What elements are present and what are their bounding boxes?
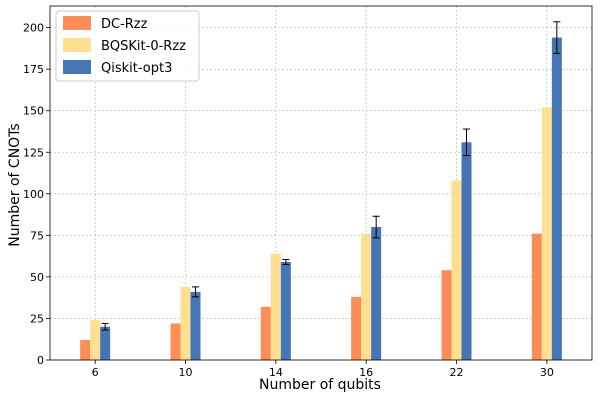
x-tick-label: 14 — [269, 366, 283, 379]
bar-qiskit-opt3 — [461, 142, 472, 360]
y-tick-label: 150 — [23, 105, 44, 118]
error-bar-group — [101, 21, 561, 331]
x-axis-ticks: 6 10 14 16 22 30 — [92, 360, 554, 379]
y-tick-label: 75 — [30, 229, 44, 242]
x-tick-label: 22 — [450, 366, 464, 379]
bar-dc-rzz — [170, 323, 181, 360]
y-tick-label: 175 — [23, 63, 44, 76]
bar-bqskit-0-rzz — [180, 286, 191, 360]
bar-qiskit-opt3 — [190, 291, 201, 360]
y-tick-label: 25 — [30, 312, 44, 325]
bar-bqskit-0-rzz — [270, 253, 281, 360]
bar-bqskit-0-rzz — [361, 233, 372, 360]
bar-dc-rzz — [260, 306, 271, 360]
legend-swatch — [63, 16, 91, 30]
y-tick-label: 200 — [23, 22, 44, 35]
y-tick-label: 0 — [37, 354, 44, 367]
bar-dc-rzz — [80, 340, 91, 360]
legend-box — [55, 10, 200, 82]
y-axis-title: Number of CNOTs — [7, 123, 23, 246]
y-tick-label: 100 — [23, 188, 44, 201]
legend: DC-Rzz BQSKit-0-Rzz Qiskit-opt3 — [55, 10, 200, 82]
bar-series-group — [80, 37, 562, 361]
x-tick-label: 6 — [92, 366, 99, 379]
y-tick-label: 50 — [30, 271, 44, 284]
bar-qiskit-opt3 — [371, 227, 382, 360]
legend-swatch — [63, 60, 91, 74]
bar-bqskit-0-rzz — [451, 180, 462, 360]
x-axis-title: Number of qubits — [259, 377, 381, 393]
x-tick-label: 16 — [359, 366, 373, 379]
legend-swatch — [63, 38, 91, 52]
legend-label: BQSKit-0-Rzz — [101, 39, 186, 54]
legend-label: DC-Rzz — [101, 17, 148, 32]
bar-dc-rzz — [351, 296, 362, 360]
bar-bqskit-0-rzz — [90, 320, 101, 360]
plot-frame — [49, 5, 593, 361]
legend-label: Qiskit-opt3 — [101, 61, 172, 76]
y-axis-ticks: 0 25 50 75 100 125 150 175 200 — [23, 22, 50, 367]
bar-qiskit-opt3 — [551, 37, 562, 361]
x-tick-label: 30 — [540, 366, 554, 379]
bar-dc-rzz — [531, 233, 542, 360]
bar-dc-rzz — [441, 270, 452, 360]
y-tick-label: 125 — [23, 146, 44, 159]
bar-bqskit-0-rzz — [541, 107, 552, 360]
bar-qiskit-opt3 — [100, 326, 111, 360]
bar-qiskit-opt3 — [280, 261, 291, 360]
x-tick-label: 10 — [179, 366, 193, 379]
